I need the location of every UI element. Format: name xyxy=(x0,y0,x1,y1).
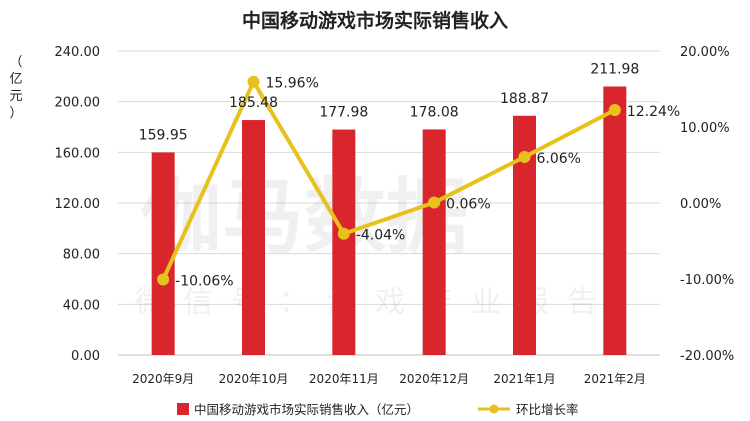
y-axis-label-char: （ xyxy=(9,55,22,70)
y2-tick-label: 0.00% xyxy=(680,197,721,212)
left-axis: 0.00 40.00 80.00 120.00 160.00 200.00 240.00 xyxy=(55,45,101,364)
growth-point xyxy=(337,227,350,240)
y-tick-label: 0.00 xyxy=(71,349,100,364)
legend-swatch-point xyxy=(489,404,499,414)
y-tick-label: 80.00 xyxy=(63,248,100,263)
chart-title: 中国移动游戏市场实际销售收入 xyxy=(242,9,508,32)
bar-value-label: 188.87 xyxy=(500,91,549,107)
bar xyxy=(513,115,536,355)
bar xyxy=(422,129,446,355)
x-tick-label: 2020年11月 xyxy=(309,372,379,386)
growth-value-label: 12.24% xyxy=(627,104,680,120)
x-tick-label: 2020年12月 xyxy=(399,372,469,386)
y2-tick-label: 10.00% xyxy=(680,121,730,136)
growth-value-label: 0.06% xyxy=(446,197,490,213)
data-labels: 159.95 185.48 177.98 178.08 188.87 211.98 -10.… xyxy=(139,61,681,289)
y-axis-label-char: 亿 xyxy=(9,72,22,87)
bar-value-label: 178.08 xyxy=(410,104,459,120)
y-tick-label: 160.00 xyxy=(55,146,101,161)
watermark-sub: 微信号：游戏产业报告 xyxy=(135,285,615,320)
bar-series xyxy=(151,86,627,355)
y2-tick-label: -10.00% xyxy=(680,273,734,288)
bar xyxy=(603,86,627,355)
x-axis: 2020年9月 2020年10月 2020年11月 2020年12月 2021年1月 20… xyxy=(132,372,646,386)
bar-value-label: 177.98 xyxy=(319,105,368,121)
growth-point xyxy=(608,103,621,116)
bar-value-label: 211.98 xyxy=(590,61,639,77)
y-tick-label: 200.00 xyxy=(55,96,101,111)
y-axis-label: （ 亿元 ） xyxy=(9,55,22,121)
gridlines xyxy=(118,50,660,356)
legend-label-bar: 中国移动游戏市场实际销售收入（亿元） xyxy=(194,402,419,417)
growth-line xyxy=(161,79,616,281)
growth-value-label: -4.04% xyxy=(356,228,406,244)
x-tick-label: 2021年2月 xyxy=(584,372,646,386)
legend: 中国移动游戏市场实际销售收入（亿元） 环比增长率 xyxy=(177,402,579,417)
x-tick-label: 2020年10月 xyxy=(219,372,289,386)
line-series xyxy=(157,75,621,286)
x-tick-label: 2021年1月 xyxy=(493,372,555,386)
y2-tick-label: 20.00% xyxy=(680,45,730,60)
growth-point xyxy=(247,75,260,88)
y-tick-label: 120.00 xyxy=(55,197,101,212)
right-axis: -20.00% -10.00% 0.00% 10.00% 20.00% xyxy=(680,45,734,364)
growth-value-label: -10.06% xyxy=(175,273,233,289)
y-axis-label-char: 元 xyxy=(9,89,22,104)
legend-swatch-bar xyxy=(177,403,189,415)
growth-value-label: 6.06% xyxy=(537,151,581,167)
x-tick-label: 2020年9月 xyxy=(132,372,194,386)
growth-value-label: 15.96% xyxy=(266,76,319,92)
y-tick-label: 240.00 xyxy=(55,45,101,60)
bar-value-label: 185.48 xyxy=(229,95,278,111)
growth-point xyxy=(518,150,531,163)
watermark: 伽马数据 微信号：游戏产业报告 xyxy=(135,170,615,320)
growth-point xyxy=(157,273,170,286)
bar xyxy=(332,129,356,355)
y-tick-label: 40.00 xyxy=(63,298,100,313)
growth-point xyxy=(428,196,441,209)
bar xyxy=(242,120,265,355)
watermark-main: 伽马数据 xyxy=(140,170,468,265)
bar-value-label: 159.95 xyxy=(139,127,188,143)
y2-tick-label: -20.00% xyxy=(680,349,734,364)
bar xyxy=(151,152,175,355)
legend-label-line: 环比增长率 xyxy=(516,402,579,417)
y-axis-label-char: ） xyxy=(9,106,22,121)
